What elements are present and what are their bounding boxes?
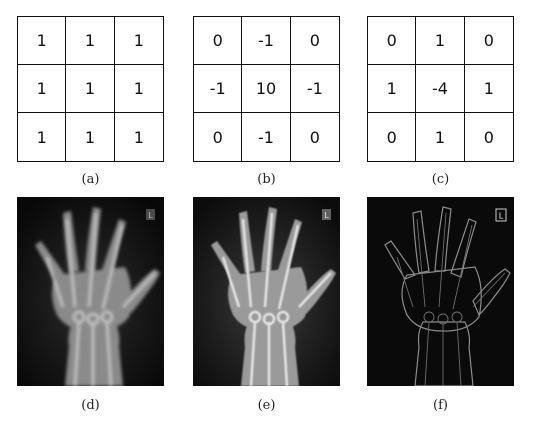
kernel-cell: 0 xyxy=(194,113,243,161)
kernel-cell: 1 xyxy=(114,17,163,65)
kernel-cell: 0 xyxy=(290,17,339,65)
xray-image-edges: L xyxy=(367,197,514,386)
kernel-cell: 0 xyxy=(464,17,513,65)
xray-marker-label: L xyxy=(324,211,329,220)
kernel-cell: 0 xyxy=(483,127,494,147)
xray-image-blurred: L xyxy=(17,197,164,386)
caption-b: (b) xyxy=(257,172,276,187)
kernel-cell: -1 xyxy=(290,65,339,113)
xray-marker-label: L xyxy=(499,212,504,221)
kernel-cell: 1 xyxy=(18,17,67,65)
kernel-cell: 1 xyxy=(464,65,513,113)
kernel-cell: 1 xyxy=(18,113,67,161)
kernel-cell: -1 xyxy=(242,17,291,65)
kernel-cell: 1 xyxy=(114,65,163,113)
kernel-cell: 1 xyxy=(66,17,115,65)
caption-f: (f) xyxy=(433,398,448,413)
kernel-cell: 1 xyxy=(18,65,67,113)
caption-c: (c) xyxy=(431,172,450,187)
kernel-a: 1 1 1 1 1 1 1 1 1 xyxy=(17,16,164,162)
kernel-cell: 0 xyxy=(309,127,320,147)
kernel-cell: 1 xyxy=(66,65,115,113)
kernel-b: 0 -1 0 -1 10 -1 0 -1 0 xyxy=(193,16,340,162)
kernel-cell: 1 xyxy=(368,65,417,113)
kernel-cell: 10 xyxy=(242,65,291,113)
kernel-cell: 0 xyxy=(368,17,417,65)
caption-a: (a) xyxy=(81,172,100,187)
caption-d: (d) xyxy=(81,398,100,413)
xray-image-sharpened: L xyxy=(193,197,340,386)
kernel-cell: -1 xyxy=(194,65,243,113)
kernel-cell: -1 xyxy=(242,113,291,161)
xray-marker-label: L xyxy=(148,211,153,220)
kernel-c: 0 1 0 1 -4 1 0 1 0 xyxy=(367,16,514,162)
caption-e: (e) xyxy=(257,398,276,413)
kernel-cell: -4 xyxy=(416,65,465,113)
kernel-cell: 1 xyxy=(416,17,465,65)
kernel-cell: 1 xyxy=(66,113,115,161)
kernel-cell: 0 xyxy=(368,113,417,161)
kernel-cell: 1 xyxy=(133,127,144,147)
kernel-cell: 1 xyxy=(416,113,465,161)
kernel-cell: 0 xyxy=(194,17,243,65)
